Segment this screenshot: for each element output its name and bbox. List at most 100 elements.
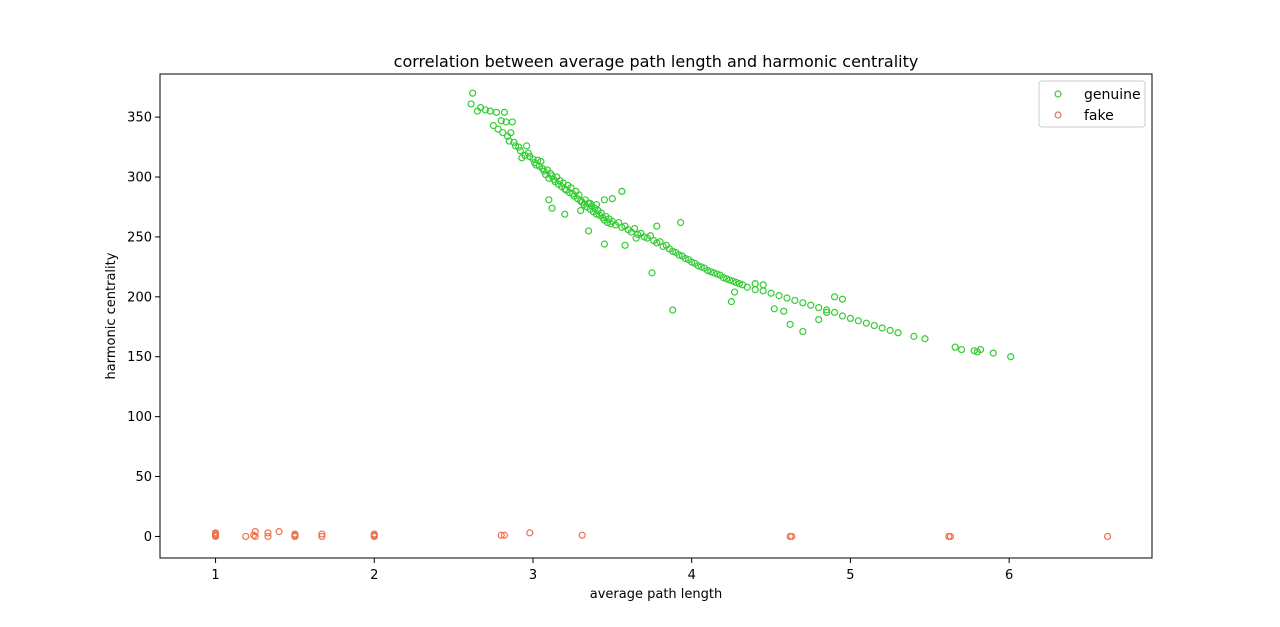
data-point-genuine (615, 218, 623, 227)
data-point-genuine (681, 254, 689, 263)
data-point-genuine (770, 305, 778, 313)
data-point-fake (497, 531, 505, 539)
data-point-genuine (489, 121, 497, 130)
data-point-genuine (600, 240, 609, 248)
x-tick-label: 4 (688, 568, 696, 583)
data-point-genuine (540, 167, 548, 175)
series-genuine (467, 89, 1015, 361)
data-point-genuine (675, 251, 683, 259)
legend: genuine fake (1038, 80, 1146, 128)
data-point-genuine (951, 343, 959, 351)
data-point-genuine (697, 263, 705, 271)
data-point-fake (578, 531, 586, 539)
data-point-genuine (618, 187, 626, 196)
data-point-fake (318, 530, 326, 538)
data-point-genuine (634, 230, 642, 239)
legend-box (1038, 80, 1146, 128)
data-point-genuine (767, 289, 775, 297)
legend-marker-fake (1054, 111, 1062, 119)
data-point-genuine (921, 335, 929, 343)
data-point-genuine (618, 223, 626, 231)
data-point-genuine (481, 106, 489, 114)
data-point-genuine (688, 258, 696, 266)
data-point-genuine (735, 280, 743, 288)
data-point-genuine (710, 269, 718, 277)
data-point-genuine (600, 196, 609, 204)
data-point-genuine (659, 242, 667, 251)
data-point-genuine (494, 125, 502, 133)
y-tick-label: 200 (127, 290, 152, 305)
x-tick-label: 6 (1005, 568, 1013, 583)
data-point-genuine (989, 349, 997, 357)
data-point-fake (1103, 532, 1112, 541)
data-point-genuine (632, 234, 640, 242)
data-point-fake (250, 531, 258, 539)
data-point-genuine (646, 232, 655, 240)
data-point-genuine (507, 129, 515, 137)
data-point-genuine (669, 306, 677, 314)
data-point-genuine (846, 314, 855, 322)
data-point-genuine (648, 269, 656, 277)
data-point-genuine (523, 142, 531, 150)
legend-marker-genuine (1054, 90, 1062, 98)
data-point-fake (526, 529, 534, 537)
data-point-genuine (732, 278, 740, 287)
y-tick-label: 250 (127, 230, 152, 245)
data-point-genuine (694, 262, 702, 270)
data-point-genuine (529, 155, 537, 163)
data-point-genuine (783, 294, 791, 302)
data-point-genuine (608, 194, 616, 203)
data-point-fake (264, 529, 272, 537)
data-point-genuine (815, 315, 823, 324)
x-axis-label: average path length (590, 587, 722, 602)
x-tick-label: 2 (370, 568, 378, 583)
data-point-genuine (653, 239, 661, 247)
data-point-genuine (799, 299, 807, 307)
data-point-fake (500, 531, 509, 539)
data-point-genuine (469, 89, 477, 97)
data-point-genuine (886, 326, 894, 334)
legend-label-fake: fake (1084, 108, 1114, 124)
data-point-genuine (775, 292, 783, 300)
data-point-genuine (726, 276, 734, 284)
data-point-genuine (862, 319, 870, 327)
data-point-genuine (561, 210, 569, 218)
x-tick-label: 1 (211, 568, 219, 583)
data-point-genuine (500, 108, 509, 116)
plot-frame (159, 73, 1153, 559)
data-point-genuine (603, 218, 612, 227)
data-point-genuine (630, 224, 639, 233)
y-tick-label: 0 (144, 530, 152, 545)
chart-title: correlation between average path length … (394, 52, 919, 71)
legend-label-genuine: genuine (1084, 87, 1141, 103)
series-fake (211, 528, 1112, 541)
y-axis-ticks: 0 50 100 150 200 250 300 350 (127, 111, 160, 545)
data-point-genuine (597, 209, 605, 217)
y-tick-label: 50 (135, 470, 152, 485)
data-point-genuine (894, 329, 902, 337)
data-point-fake (275, 528, 283, 536)
data-point-genuine (838, 295, 847, 303)
data-point-genuine (730, 288, 739, 296)
data-point-genuine (759, 281, 767, 289)
data-point-genuine (511, 142, 520, 150)
data-point-genuine (976, 345, 985, 354)
data-point-genuine (743, 283, 751, 291)
data-point-genuine (815, 304, 823, 312)
data-point-fake (211, 529, 220, 537)
data-point-genuine (467, 100, 475, 108)
data-point-genuine (957, 345, 966, 354)
data-point-fake (251, 528, 259, 536)
data-point-genuine (707, 268, 715, 276)
data-point-genuine (586, 199, 594, 207)
data-point-genuine (656, 238, 664, 246)
data-point-genuine (838, 312, 847, 320)
data-point-genuine (727, 298, 735, 306)
data-point-genuine (823, 306, 831, 314)
data-point-fake (264, 532, 272, 541)
data-point-genuine (719, 274, 728, 282)
data-point-genuine (516, 147, 524, 155)
data-point-genuine (584, 227, 593, 235)
data-point-genuine (854, 317, 862, 325)
